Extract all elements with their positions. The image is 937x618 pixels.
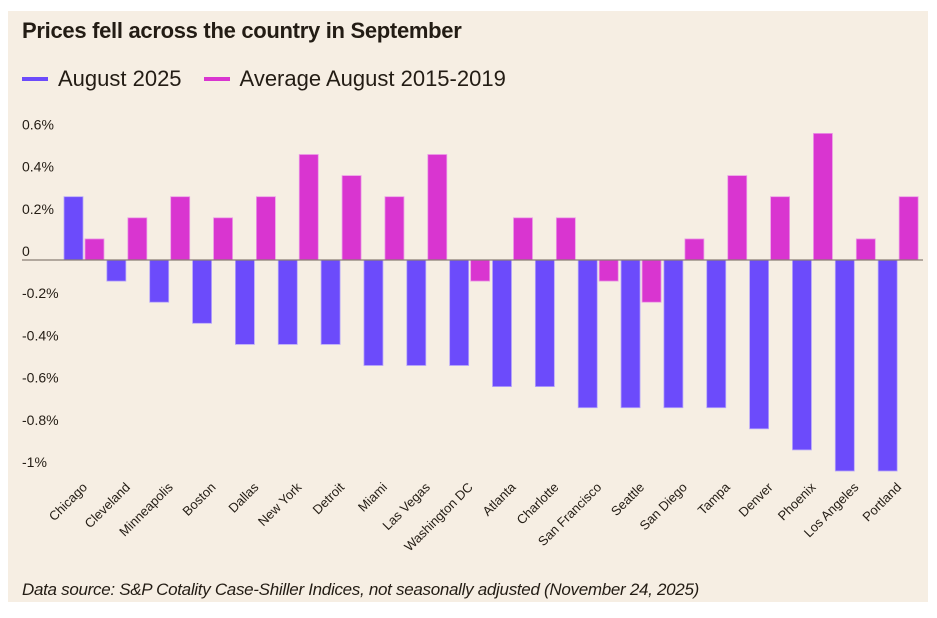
x-tick-label: Boston bbox=[179, 480, 218, 519]
bar-august-2025-las-vegas bbox=[406, 259, 427, 366]
y-tick-label: -0.6% bbox=[22, 370, 59, 386]
x-tick-label: Tampa bbox=[695, 479, 734, 518]
bar-average-august-denver bbox=[770, 196, 790, 261]
bar-average-august-san-diego bbox=[684, 238, 705, 261]
y-tick-label: 0 bbox=[22, 243, 30, 259]
bar-august-2025-cleveland bbox=[106, 259, 127, 282]
bar-august-2025-dallas bbox=[234, 259, 255, 345]
bar-average-august-tampa bbox=[727, 175, 748, 261]
bar-august-2025-tampa bbox=[706, 259, 727, 409]
data-source-footnote: Data source: S&P Cotality Case-Shiller I… bbox=[22, 580, 699, 599]
bar-august-2025-minneapolis bbox=[149, 259, 170, 303]
bar-average-august-seattle bbox=[641, 259, 662, 303]
bar-average-august-minneapolis bbox=[170, 196, 191, 261]
x-tick-label: Atlanta bbox=[479, 479, 519, 519]
bar-august-2025-portland bbox=[877, 259, 898, 472]
x-tick-label: Detroit bbox=[310, 479, 348, 517]
legend-swatch-august-2025 bbox=[22, 77, 48, 81]
bar-average-august-san-francisco bbox=[598, 259, 619, 282]
bar-august-2025-phoenix bbox=[792, 259, 812, 451]
y-tick-label: 0.2% bbox=[22, 201, 54, 217]
y-tick-label: 0.4% bbox=[22, 159, 54, 175]
y-tick-label: -1% bbox=[22, 454, 47, 470]
bar-average-august-new-york bbox=[298, 154, 319, 261]
bar-average-august-atlanta bbox=[513, 217, 533, 261]
bar-august-2025-seattle bbox=[620, 259, 641, 409]
bar-august-2025-san-francisco bbox=[577, 259, 598, 409]
y-tick-label: -0.8% bbox=[22, 412, 59, 428]
bar-august-2025-san-diego bbox=[663, 259, 684, 409]
chart-title: Prices fell across the country in Septem… bbox=[22, 18, 462, 43]
legend-label-average-august: Average August 2015-2019 bbox=[239, 66, 506, 91]
y-tick-label: -0.2% bbox=[22, 285, 59, 301]
bar-average-august-boston bbox=[213, 217, 233, 261]
bars bbox=[63, 132, 919, 472]
bar-average-august-chicago bbox=[84, 238, 105, 261]
x-tick-label: Portland bbox=[859, 480, 904, 525]
x-tick-label: Denver bbox=[735, 479, 776, 520]
bar-average-august-las-vegas bbox=[427, 154, 448, 261]
y-tick-label: -0.4% bbox=[22, 327, 59, 343]
bar-average-august-miami bbox=[384, 196, 405, 261]
bar-august-2025-miami bbox=[363, 259, 384, 366]
legend-item-average-august: Average August 2015-2019 bbox=[203, 66, 506, 92]
legend: August 2025 Average August 2015-2019 bbox=[22, 66, 528, 92]
bar-august-2025-los-angeles bbox=[834, 259, 855, 472]
bar-august-2025-detroit bbox=[320, 259, 341, 345]
bar-average-august-portland bbox=[898, 196, 919, 261]
y-axis: 0.6% 0.4% 0.2% 0 -0.2% -0.4% -0.6% -0.8% -1% bbox=[22, 116, 59, 470]
x-tick-label: Seattle bbox=[608, 480, 647, 519]
bar-august-2025-charlotte bbox=[534, 259, 555, 387]
bar-average-august-detroit bbox=[341, 175, 362, 261]
bar-august-2025-atlanta bbox=[492, 259, 512, 387]
bar-august-2025-chicago bbox=[63, 196, 84, 261]
bar-august-2025-denver bbox=[749, 259, 769, 430]
bar-average-august-charlotte bbox=[555, 217, 576, 261]
x-tick-label: Dallas bbox=[225, 479, 262, 516]
bar-average-august-dallas bbox=[255, 196, 276, 261]
bar-average-august-washington-dc bbox=[470, 259, 491, 282]
legend-label-august-2025: August 2025 bbox=[58, 66, 182, 91]
bar-average-august-los-angeles bbox=[855, 238, 876, 261]
bar-august-2025-washington-dc bbox=[449, 259, 470, 366]
bar-august-2025-new-york bbox=[277, 259, 298, 345]
legend-swatch-average-august bbox=[203, 77, 230, 81]
bar-average-august-cleveland bbox=[127, 217, 148, 261]
x-tick-label: Miami bbox=[355, 479, 390, 514]
x-tick-label: New York bbox=[255, 479, 305, 529]
legend-item-august-2025: August 2025 bbox=[22, 66, 182, 92]
bar-august-2025-boston bbox=[192, 259, 212, 324]
bar-average-august-phoenix bbox=[813, 132, 833, 261]
y-tick-label: 0.6% bbox=[22, 116, 54, 132]
